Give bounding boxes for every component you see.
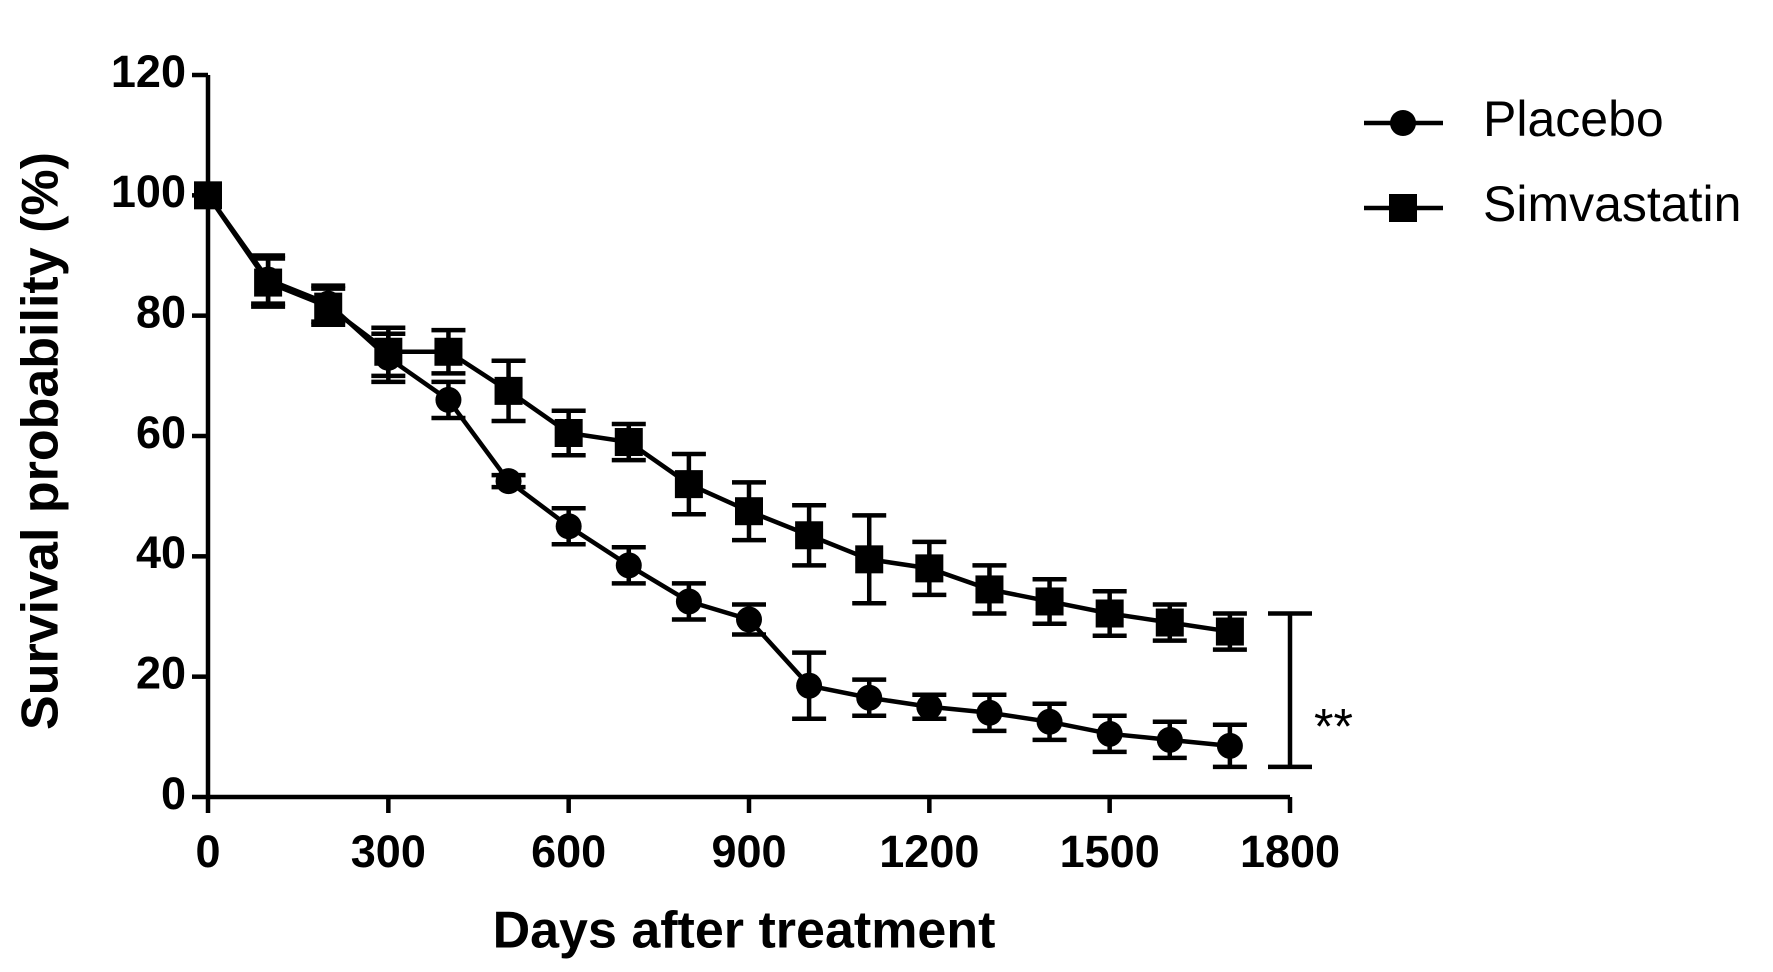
marker (675, 588, 702, 615)
marker (1036, 708, 1063, 735)
series-line (206, 194, 1231, 749)
y-tick-label: 0 (161, 768, 186, 819)
marker (736, 606, 762, 633)
marker (916, 693, 943, 720)
marker (194, 181, 222, 210)
marker (975, 575, 1004, 604)
marker (796, 672, 823, 699)
marker (614, 428, 643, 457)
y-tick-label: 120 (111, 46, 186, 97)
marker (494, 376, 523, 405)
marker (976, 699, 1003, 726)
legend-marker (1389, 194, 1417, 222)
marker (314, 292, 343, 321)
marker (495, 468, 522, 495)
x-tick-label: 900 (711, 826, 786, 877)
legend-label: Simvastatin (1483, 176, 1741, 232)
marker (615, 552, 642, 579)
marker (1096, 720, 1123, 747)
marker (374, 337, 403, 366)
x-tick-label: 1800 (1240, 826, 1340, 877)
marker (254, 268, 283, 297)
annotation: ** (1314, 698, 1353, 754)
legend-label: Placebo (1483, 91, 1664, 147)
y-axis-title: Survival probability (%) (12, 152, 70, 730)
y-tick-label: 40 (136, 527, 186, 578)
marker (674, 470, 703, 499)
marker (1095, 599, 1124, 628)
y-tick-label: 100 (111, 166, 186, 217)
marker (1035, 587, 1064, 616)
marker (856, 684, 883, 711)
marker (735, 497, 763, 526)
x-tick-label: 1500 (1060, 826, 1160, 877)
marker (434, 337, 463, 366)
y-tick-label: 80 (136, 287, 186, 338)
marker (554, 418, 583, 447)
marker (435, 386, 462, 413)
x-axis-title: Days after treatment (493, 902, 996, 960)
marker (795, 521, 824, 550)
y-tick-label: 20 (136, 648, 186, 699)
marker (915, 554, 944, 583)
marker (555, 513, 582, 540)
x-tick-label: 300 (351, 826, 426, 877)
series-line (206, 194, 1231, 634)
x-tick-label: 0 (195, 826, 220, 877)
marker (1215, 617, 1244, 646)
marker (1155, 608, 1184, 637)
marker (855, 545, 884, 574)
marker (1216, 732, 1243, 759)
marker (1156, 726, 1183, 753)
x-tick-label: 1200 (879, 826, 979, 877)
x-tick-label: 600 (531, 826, 606, 877)
legend-marker (1390, 110, 1416, 136)
y-tick-label: 60 (136, 407, 186, 458)
